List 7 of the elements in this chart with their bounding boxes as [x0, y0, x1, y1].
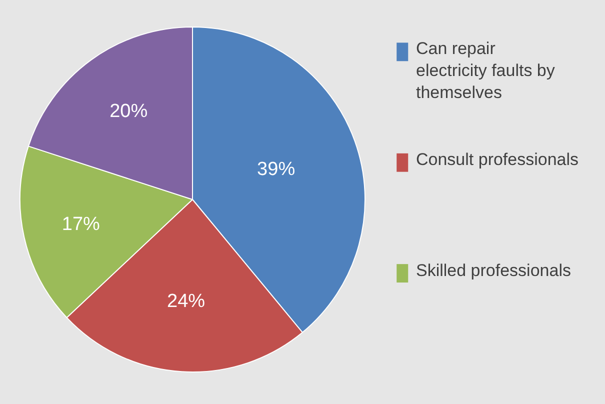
data-label: 20% [110, 101, 148, 122]
legend-label: Skilled professionals [416, 261, 571, 280]
data-label: 17% [62, 214, 100, 235]
data-label: 24% [167, 291, 206, 312]
legend-label: Consult professionals [416, 150, 579, 169]
legend-label: Can repair electricity faults by themselves [416, 39, 556, 102]
data-label: 39% [257, 158, 296, 180]
